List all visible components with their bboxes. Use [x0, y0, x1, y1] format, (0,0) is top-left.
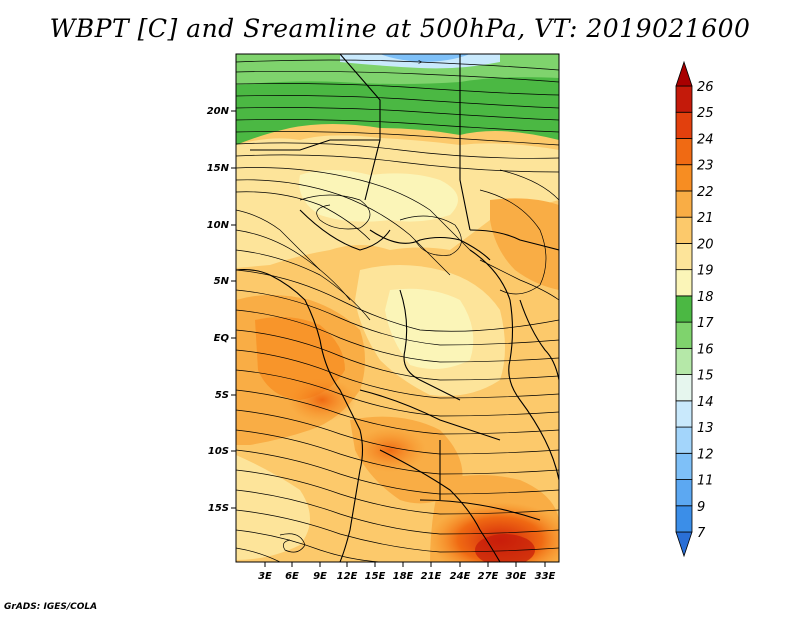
colorbar-label: 23	[697, 159, 714, 174]
colorbar-label: 15	[697, 369, 714, 384]
colorbar-segment	[675, 164, 693, 192]
map-frame	[235, 53, 560, 563]
credit-label: GrADS: IGES/COLA	[4, 602, 98, 612]
colorbar-segment	[675, 321, 693, 349]
colorbar-label: 16	[697, 342, 714, 357]
lon-label-30e: 30E	[506, 571, 527, 582]
colorbar-segment	[675, 111, 693, 139]
colorbar-label: 7	[697, 526, 706, 541]
colorbar-label: 26	[697, 80, 714, 95]
colorbar-segment	[675, 452, 693, 480]
colorbar-segment	[675, 505, 693, 533]
lon-label-33e: 33E	[535, 571, 556, 582]
lat-label-10s: 10S	[208, 446, 229, 457]
colorbar-label: 19	[697, 264, 714, 279]
colorbar-segment	[675, 347, 693, 375]
colorbar-label: 13	[697, 421, 714, 436]
colorbar-segment	[675, 400, 693, 428]
lat-label-15n: 15N	[207, 163, 230, 174]
lat-label-15s: 15S	[208, 503, 229, 514]
colorbar-segment	[675, 190, 693, 218]
colorbar-segment	[675, 216, 693, 244]
lat-axis: 20N 15N 10N 5N EQ 5S 10S 15S	[207, 106, 236, 514]
lon-label-3e: 3E	[258, 571, 272, 582]
lon-label-6e: 6E	[285, 571, 299, 582]
colorbar-label: 25	[697, 106, 714, 121]
colorbar-segment	[675, 374, 693, 402]
colorbar-label: 14	[697, 395, 714, 410]
colorbar-label: 22	[697, 185, 714, 200]
lon-axis: 3E 6E 9E 12E 15E 18E 21E 24E 27E 30E 33E	[258, 562, 556, 582]
colorbar-segment	[675, 243, 693, 271]
chart-title: WBPT [C] and Sreamline at 500hPa, VT: 20…	[49, 14, 751, 43]
lon-label-9e: 9E	[313, 571, 327, 582]
colorbar-label: 20	[697, 237, 714, 252]
lon-label-18e: 18E	[393, 571, 414, 582]
colorbar-segment	[675, 479, 693, 507]
colorbar: 7 9 11 12 13 14 15 16 17 18 19 20 21 22 23 24 25 26	[675, 60, 714, 558]
map-plot-area	[236, 54, 559, 562]
colorbar-label: 17	[697, 316, 714, 331]
lon-label-24e: 24E	[450, 571, 471, 582]
colorbar-label: 11	[697, 474, 714, 489]
lon-label-15e: 15E	[365, 571, 386, 582]
colorbar-segment	[675, 60, 693, 87]
lat-label-5n: 5N	[214, 276, 230, 287]
lat-label-10n: 10N	[207, 220, 230, 231]
colorbar-label: 24	[697, 132, 714, 147]
lon-label-21e: 21E	[421, 571, 442, 582]
colorbar-segment	[675, 295, 693, 323]
colorbar-segment	[675, 85, 693, 113]
country-borders	[236, 54, 559, 562]
colorbar-label: 18	[697, 290, 714, 305]
lon-label-27e: 27E	[478, 571, 499, 582]
lat-label-5s: 5S	[215, 390, 229, 401]
lon-label-12e: 12E	[337, 571, 358, 582]
colorbar-label: 9	[697, 500, 705, 515]
colorbar-segment	[675, 138, 693, 166]
lat-label-20n: 20N	[207, 106, 230, 117]
colorbar-segment	[675, 426, 693, 454]
colorbar-segment	[675, 269, 693, 297]
lat-label-eq: EQ	[214, 333, 230, 344]
colorbar-label: 21	[697, 211, 714, 226]
colorbar-segment	[675, 531, 693, 558]
streamlines	[236, 59, 559, 562]
colorbar-label: 12	[697, 447, 714, 462]
